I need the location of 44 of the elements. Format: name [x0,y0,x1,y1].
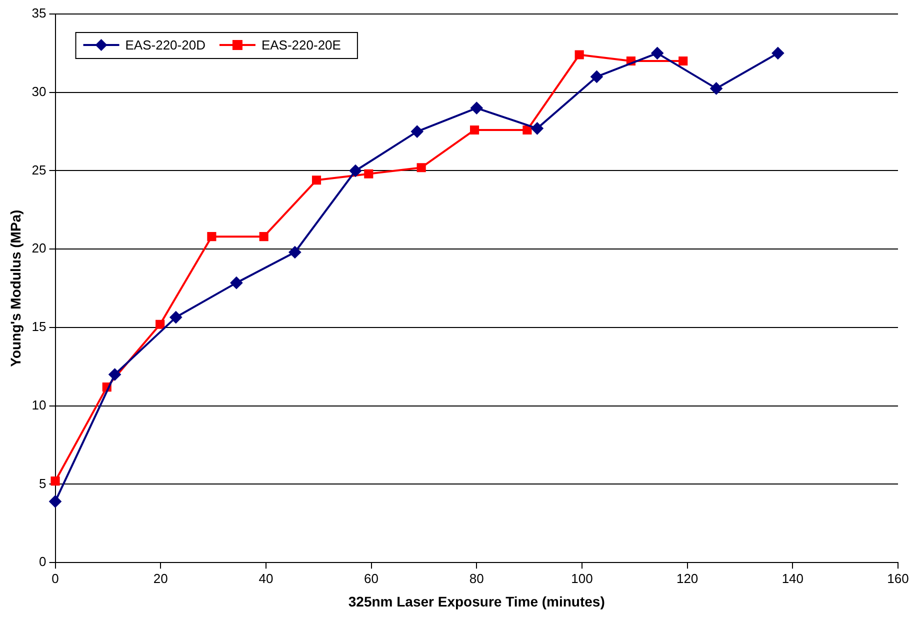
legend-label: EAS-220-20E [261,38,342,53]
x-tick-label: 40 [258,570,274,586]
legend-label: EAS-220-20D [125,38,206,53]
x-tick-label: 120 [676,570,698,586]
y-tick-label: 20 [32,240,46,256]
x-axis-title: 325nm Laser Exposure Time (minutes) [348,593,605,610]
point [531,122,544,134]
x-tick-label: 60 [364,570,379,586]
point [170,311,182,324]
point [772,47,784,60]
point [710,82,722,94]
x-tick-label: 100 [571,570,593,586]
y-tick-label: 25 [32,162,46,178]
y-tick-label: 10 [32,397,46,412]
point [411,126,424,138]
point [207,232,216,242]
point [590,70,603,83]
point [470,102,483,114]
point [416,163,426,172]
point [108,368,121,381]
y-tick-label: 35 [32,6,46,21]
x-tick-label: 0 [52,570,59,586]
y-tick-label: 5 [39,476,46,491]
point [312,176,322,185]
point [522,125,532,135]
y-tick-label: 0 [39,554,46,570]
point [230,276,242,289]
point [574,50,584,60]
point [678,56,688,66]
point [259,232,268,242]
point [49,495,62,508]
point [470,125,480,135]
y-tick-label: 15 [32,319,46,334]
point [288,246,301,258]
y-tick-label: 30 [32,84,46,99]
point [364,169,374,178]
point [156,320,165,329]
x-tick-label: 140 [782,570,804,586]
point [651,47,664,60]
x-tick-label: 80 [469,570,484,586]
point [349,164,362,177]
y-axis-title: Young's Modulus (MPa) [7,210,24,367]
x-tick-label: 20 [153,570,168,586]
x-tick-label: 160 [887,570,909,586]
